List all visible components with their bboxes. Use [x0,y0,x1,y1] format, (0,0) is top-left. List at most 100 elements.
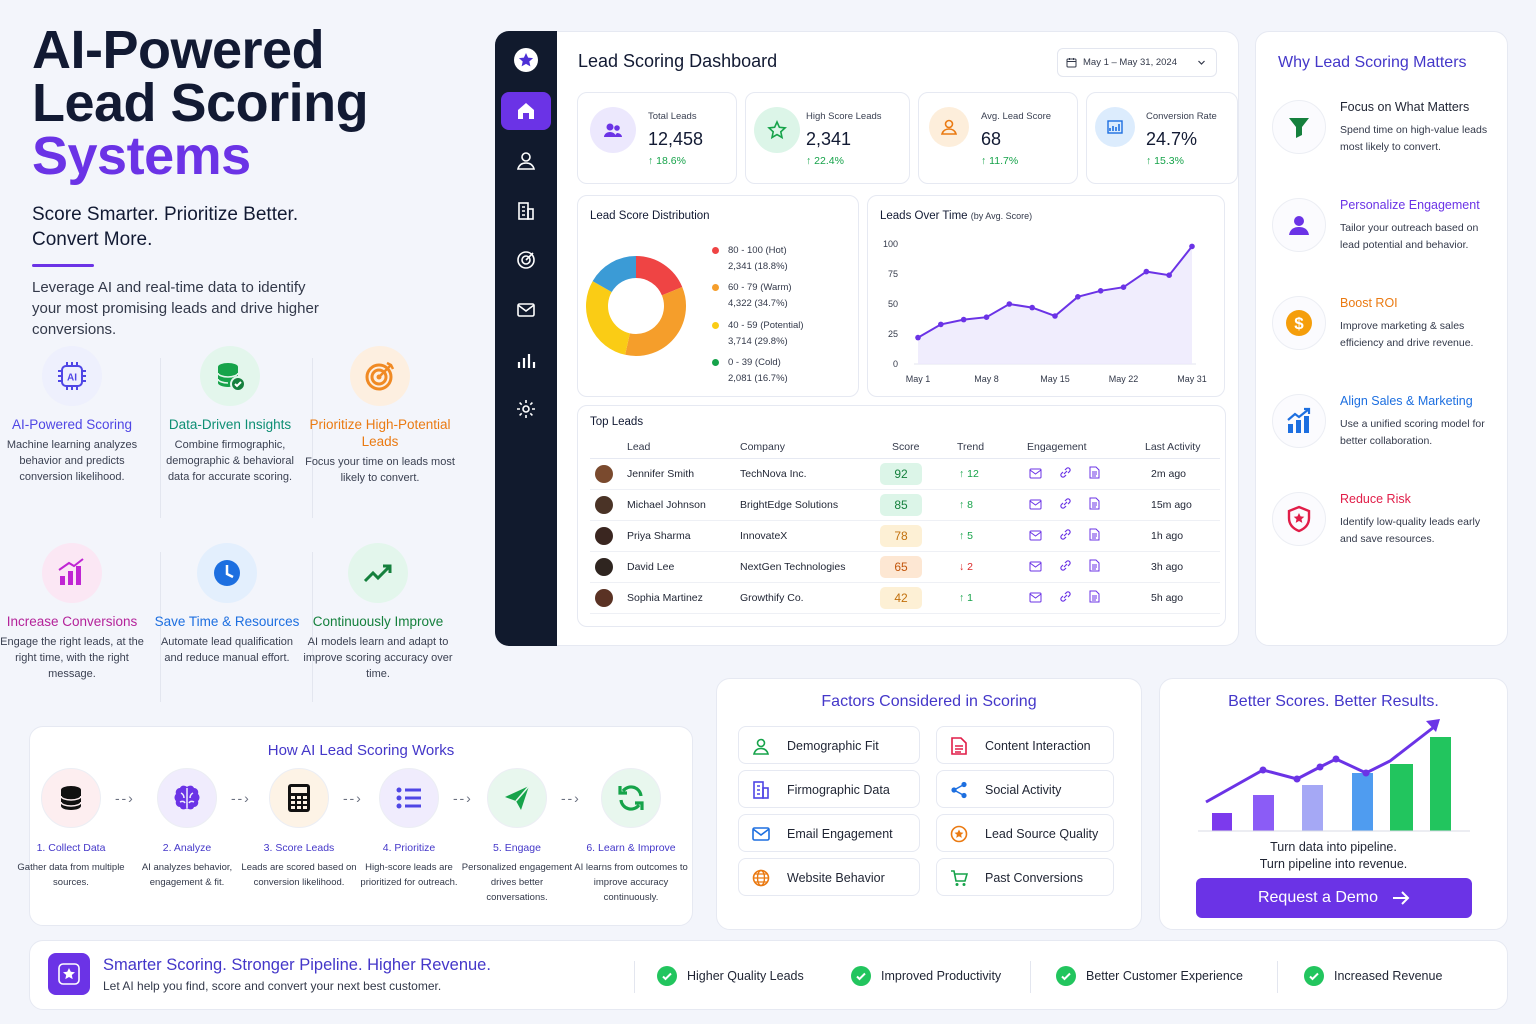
dollar-icon: $ [1272,296,1326,350]
how-step-desc: AI analyzes behavior, engagement & fit. [141,862,233,888]
document-icon[interactable] [1089,590,1100,603]
legend-label: 40 - 59 (Potential) [728,320,804,331]
lead-name[interactable]: Jennifer Smith [627,467,695,480]
document-icon[interactable] [1089,466,1100,479]
user-icon [929,107,969,147]
nav-user-icon[interactable] [501,142,551,180]
why-item: Align Sales & Marketing Use a unified sc… [1272,394,1497,464]
nav-building-icon[interactable] [501,192,551,230]
badge-icon [949,825,969,843]
table-row[interactable]: Sophia Martinez Growthify Co. 42 ↑ 1 5h … [590,582,1220,614]
footer-check-item: Increased Revenue [1304,966,1442,986]
nav-settings-gear-icon[interactable] [501,390,551,428]
mail-icon[interactable] [1029,499,1042,510]
nav-mail-icon[interactable] [501,291,551,329]
nav-home-icon[interactable] [501,92,551,130]
feature-title: AI-Powered Scoring [11,417,133,432]
link-icon[interactable] [1059,466,1072,479]
footer-check-item: Better Customer Experience [1056,966,1243,986]
divider [160,358,161,518]
score-distribution-panel: Lead Score Distribution 80 - 100 (Hot) 2,… [577,195,859,397]
table-row[interactable]: Jennifer Smith TechNova Inc. 92 ↑ 12 2m … [590,458,1220,490]
last-activity: 15m ago [1137,489,1220,521]
lead-name[interactable]: David Lee [627,560,675,573]
how-step-title: 5. Engage [493,842,541,854]
factor-item: Past Conversions [936,858,1114,896]
link-icon[interactable] [1059,590,1072,603]
illustration-bar [1253,795,1274,831]
column-header[interactable]: Trend [957,436,1027,459]
footer-check-label: Improved Productivity [881,969,1002,983]
score-badge: 92 [880,462,922,485]
feature-desc: Combine firmographic, demographic & beha… [166,439,294,483]
date-range-label: May 1 – May 31, 2024 [1083,57,1177,68]
column-header[interactable]: Lead [590,436,740,459]
results-line: Turn data into pipeline. [1270,840,1397,854]
nav-chart-icon[interactable] [501,341,551,379]
why-item-desc: Identify low-quality leads early and sav… [1340,516,1481,545]
mail-icon[interactable] [1029,592,1042,603]
lead-name[interactable]: Sophia Martinez [627,591,703,604]
factor-label: Content Interaction [985,739,1091,753]
hero-title-line2: Lead Scoring [32,73,369,133]
document-icon[interactable] [1089,497,1100,510]
table-row[interactable]: David Lee NextGen Technologies 65 ↓ 2 3h… [590,551,1220,583]
kpi-change-value: 11.7% [989,155,1019,167]
link-icon[interactable] [1059,497,1072,510]
legend-label: 80 - 100 (Hot) [728,245,787,256]
column-header[interactable]: Last Activity [1137,436,1220,459]
divider [160,552,161,702]
panel-title: Lead Score Distribution [590,210,710,222]
lead-name[interactable]: Michael Johnson [627,498,706,511]
mail-icon[interactable] [1029,468,1042,479]
factor-item: Demographic Fit [738,726,920,764]
nav-target-icon[interactable] [501,241,551,279]
why-item-desc: Spend time on high-value leads most like… [1340,124,1488,153]
check-circle-icon [851,966,871,986]
illustration-bar [1212,813,1232,831]
request-demo-button[interactable]: Request a Demo [1196,878,1472,918]
divider [634,961,635,993]
check-circle-icon [657,966,677,986]
legend-dot [712,284,719,291]
mail-icon[interactable] [1029,530,1042,541]
link-icon[interactable] [1059,559,1072,572]
trend-value: ↑ 1 [957,582,1027,614]
data-point [1006,301,1013,307]
why-item-title: Boost ROI [1340,296,1398,310]
legend-dot [712,322,719,329]
request-demo-label: Request a Demo [1257,889,1379,906]
document-icon[interactable] [1089,528,1100,541]
hero-divider [32,264,94,267]
link-icon[interactable] [1059,528,1072,541]
x-tick-label: May 1 [906,374,931,384]
logo-star-icon[interactable] [501,41,551,79]
calendar-icon [1066,58,1077,68]
arrow-right-icon [1393,891,1410,905]
mail-icon[interactable] [1029,561,1042,572]
hero-subtitle: Score Smarter. Prioritize Better. Conver… [32,204,299,250]
table-row[interactable]: Priya Sharma InnovateX 78 ↑ 5 1h ago [590,520,1220,552]
column-header[interactable]: Company [740,436,880,459]
column-header[interactable]: Engagement [1027,436,1137,459]
factor-label: Past Conversions [985,871,1083,885]
feature-prioritize: Prioritize High-Potential Leads Focus yo… [305,346,455,486]
clock-icon [197,543,257,603]
results-line: Turn pipeline into revenue. [1259,857,1408,871]
trend-value: ↑ 12 [957,458,1027,490]
score-badge: 42 [880,586,922,609]
date-range-picker[interactable]: May 1 – May 31, 2024 [1057,48,1217,77]
table-row[interactable]: Michael Johnson BrightEdge Solutions 85 … [590,489,1220,521]
svg-text:$: $ [1294,314,1304,333]
column-header[interactable]: Score [880,436,957,459]
how-step: 3. Score Leads Leads are scored based on… [241,768,357,890]
document-icon[interactable] [1089,559,1100,572]
kpi-value: 2,341 [806,129,852,149]
factor-label: Website Behavior [787,871,885,885]
how-step-desc: Gather data from multiple sources. [17,862,125,888]
send-icon [487,768,547,828]
company-name: InnovateX [740,520,880,552]
donut-chart [586,256,686,356]
why-item-title: Personalize Engagement [1340,198,1480,212]
lead-name[interactable]: Priya Sharma [627,529,691,542]
